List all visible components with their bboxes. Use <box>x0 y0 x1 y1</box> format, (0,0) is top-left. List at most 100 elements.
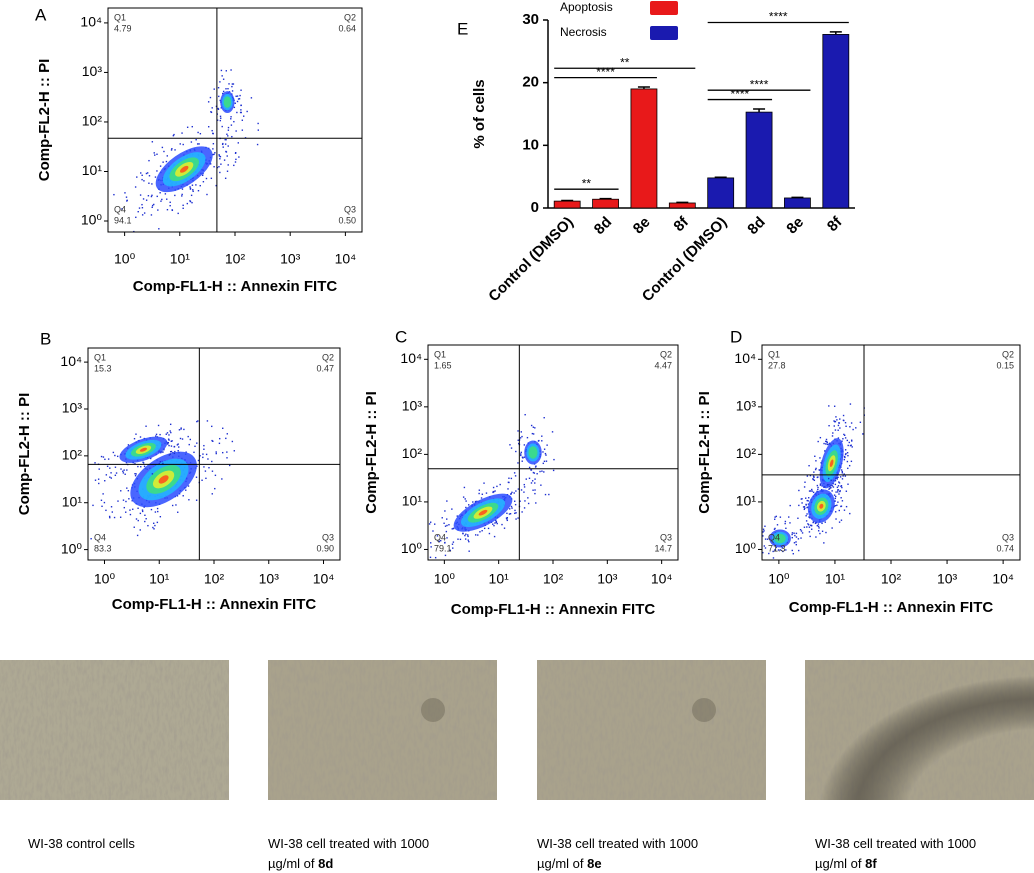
y-tick-label: 10² <box>82 113 103 129</box>
event-dot <box>520 431 523 433</box>
density-level <box>158 475 169 484</box>
event-dot <box>220 117 222 119</box>
event-dot <box>197 420 199 422</box>
event-dot <box>841 500 844 502</box>
event-dot <box>171 440 173 442</box>
event-dot <box>543 417 545 419</box>
event-dot <box>468 550 470 552</box>
event-dot <box>774 527 776 530</box>
event-dot <box>156 153 158 155</box>
event-dot <box>545 460 548 462</box>
event-dot <box>495 519 497 522</box>
event-dot <box>444 525 447 527</box>
x-tick-label: 10² <box>881 571 902 587</box>
event-dot <box>109 516 111 519</box>
event-dot <box>517 462 519 464</box>
event-dot <box>147 524 149 527</box>
event-dot <box>90 538 92 540</box>
event-dot <box>836 478 838 480</box>
micrograph-cells <box>537 660 766 800</box>
micrograph-cells <box>0 660 229 800</box>
event-dot <box>852 428 854 431</box>
caption-text: WI-38 control cells <box>28 836 135 851</box>
x-tick-label: 10⁰ <box>94 571 116 587</box>
event-dot <box>125 511 127 513</box>
event-dot <box>815 460 817 462</box>
event-dot <box>448 524 450 526</box>
x-tick-label: 10³ <box>937 571 958 587</box>
event-dot <box>230 69 232 71</box>
event-dot <box>824 450 826 452</box>
event-dot <box>197 189 200 192</box>
event-dot <box>834 500 836 502</box>
event-dot <box>110 472 112 474</box>
event-dot <box>189 186 191 188</box>
event-dot <box>150 508 153 511</box>
event-dot <box>141 207 144 209</box>
event-dot <box>168 444 170 447</box>
event-dot <box>137 211 139 213</box>
event-dot <box>517 439 519 441</box>
event-dot <box>446 524 448 527</box>
event-dot <box>803 526 806 528</box>
event-dot <box>467 535 469 538</box>
event-dot <box>807 497 810 499</box>
event-dot <box>846 439 849 442</box>
event-dot <box>838 422 841 424</box>
event-dot <box>451 528 453 530</box>
event-dot <box>163 449 165 451</box>
event-dot <box>227 164 229 166</box>
event-dot <box>840 485 842 488</box>
event-dot <box>181 193 183 196</box>
x-tick-label: 8d <box>591 214 615 238</box>
event-dot <box>139 512 142 515</box>
event-dot <box>212 148 214 150</box>
quadrant-percent: 0.50 <box>338 215 356 225</box>
event-dot <box>227 126 230 129</box>
event-dot <box>173 133 175 136</box>
event-dot <box>531 432 534 435</box>
event-dot <box>126 469 128 471</box>
event-dot <box>211 107 213 109</box>
event-dot <box>186 202 189 205</box>
event-dot <box>840 469 843 471</box>
x-tick-label: 10² <box>204 571 225 587</box>
event-dot <box>811 488 813 491</box>
event-dot <box>515 450 517 453</box>
event-dot <box>156 507 159 510</box>
event-dot <box>182 207 184 210</box>
event-dot <box>132 508 134 510</box>
event-dot <box>524 500 526 502</box>
event-dot <box>189 187 192 190</box>
event-dot <box>833 405 836 407</box>
event-dot <box>834 505 837 507</box>
event-dot <box>110 477 113 479</box>
quadrant-name: Q3 <box>1002 532 1014 542</box>
event-dot <box>226 170 229 172</box>
event-dot <box>194 445 196 448</box>
event-dot <box>170 450 173 453</box>
event-dot <box>843 419 845 422</box>
event-dot <box>167 443 169 445</box>
x-tick-label: 10² <box>543 571 564 587</box>
event-dot <box>169 453 171 455</box>
event-dot <box>485 492 488 494</box>
event-dot <box>109 467 111 469</box>
event-dot <box>520 454 522 457</box>
event-dot <box>102 456 105 458</box>
event-dot <box>170 431 172 434</box>
event-dot <box>189 438 192 441</box>
event-dot <box>799 528 802 531</box>
error-bar <box>829 31 842 35</box>
event-dot <box>153 152 155 154</box>
event-dot <box>162 451 164 453</box>
event-dot <box>542 451 544 453</box>
event-dot <box>464 534 466 537</box>
event-dot <box>553 458 555 461</box>
event-dot <box>199 132 202 135</box>
event-dot <box>800 498 803 500</box>
event-dot <box>808 516 810 518</box>
event-dot <box>834 480 837 482</box>
event-dot <box>819 532 821 535</box>
